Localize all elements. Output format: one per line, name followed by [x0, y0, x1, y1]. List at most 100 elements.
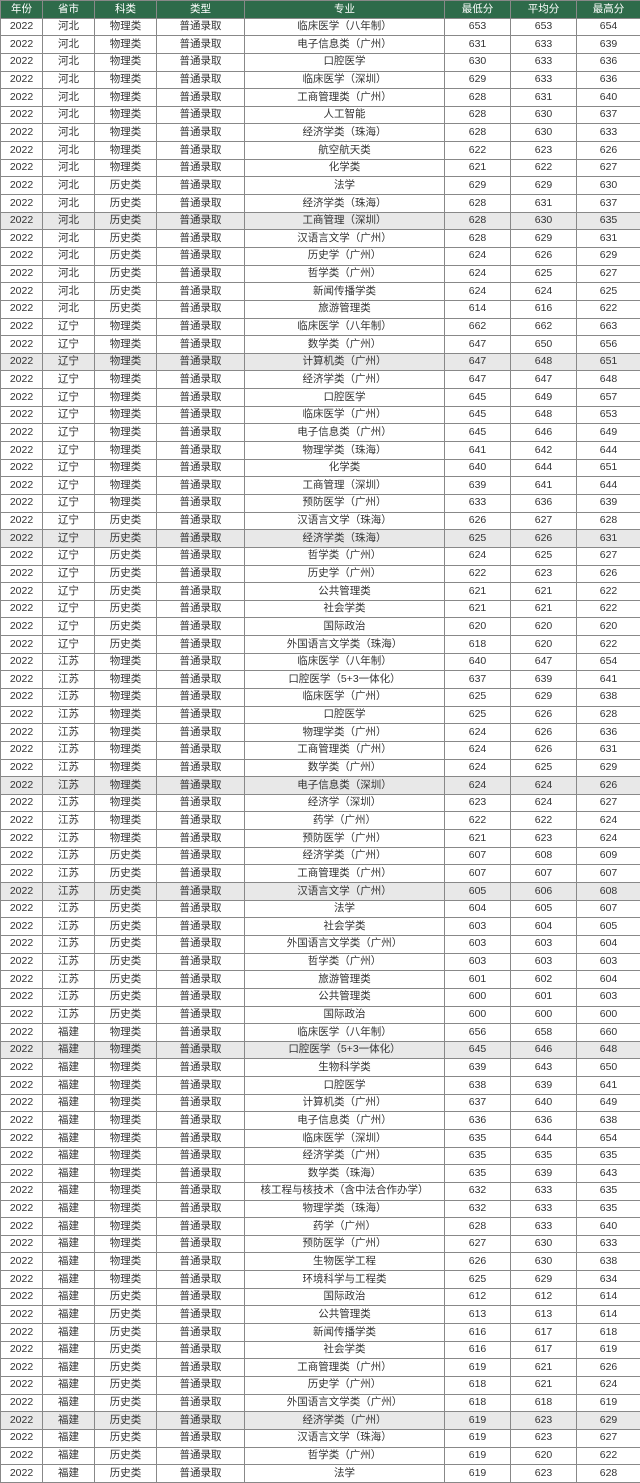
cell: 江苏 [43, 724, 95, 742]
cell: 物理类 [95, 494, 157, 512]
cell: 普通录取 [157, 195, 245, 213]
cell: 江苏 [43, 847, 95, 865]
cell: 普通录取 [157, 1200, 245, 1218]
cell: 普通录取 [157, 212, 245, 230]
table-row: 2022河北历史类普通录取哲学类（广州）624625627 [1, 265, 640, 283]
cell: 649 [577, 424, 640, 442]
cell: 普通录取 [157, 1112, 245, 1130]
cell: 619 [445, 1429, 511, 1447]
cell: 613 [511, 1306, 577, 1324]
table-row: 2022辽宁历史类普通录取哲学类（广州）624625627 [1, 547, 640, 565]
cell: 普通录取 [157, 1341, 245, 1359]
cell: 普通录取 [157, 406, 245, 424]
cell: 639 [511, 1165, 577, 1183]
cell: 预防医学（广州） [245, 494, 445, 512]
cell: 普通录取 [157, 636, 245, 654]
table-row: 2022福建历史类普通录取哲学类（广州）619620622 [1, 1447, 640, 1465]
cell: 624 [445, 724, 511, 742]
cell: 辽宁 [43, 547, 95, 565]
cell: 650 [577, 1059, 640, 1077]
cell: 607 [445, 865, 511, 883]
cell: 628 [577, 706, 640, 724]
cell: 普通录取 [157, 1429, 245, 1447]
cell: 物理类 [95, 18, 157, 36]
table-row: 2022江苏物理类普通录取工商管理类（广州）624626631 [1, 741, 640, 759]
cell: 2022 [1, 1077, 43, 1095]
table-row: 2022辽宁历史类普通录取社会学类621621622 [1, 600, 640, 618]
table-row: 2022辽宁物理类普通录取化学类640644651 [1, 459, 640, 477]
cell: 644 [511, 1130, 577, 1148]
cell: 公共管理类 [245, 988, 445, 1006]
cell: 新闻传播学类 [245, 1324, 445, 1342]
table-row: 2022辽宁物理类普通录取临床医学（广州）645648653 [1, 406, 640, 424]
cell: 普通录取 [157, 1376, 245, 1394]
cell: 历史类 [95, 883, 157, 901]
table-row: 2022河北历史类普通录取旅游管理类614616622 [1, 300, 640, 318]
cell: 618 [445, 1394, 511, 1412]
cell: 福建 [43, 1182, 95, 1200]
cell: 普通录取 [157, 759, 245, 777]
cell: 江苏 [43, 653, 95, 671]
cell: 普通录取 [157, 247, 245, 265]
table-row: 2022福建历史类普通录取社会学类616617619 [1, 1341, 640, 1359]
cell: 江苏 [43, 953, 95, 971]
cell: 2022 [1, 124, 43, 142]
cell: 620 [511, 618, 577, 636]
cell: 历史类 [95, 900, 157, 918]
cell: 福建 [43, 1429, 95, 1447]
cell: 618 [445, 1376, 511, 1394]
cell: 普通录取 [157, 1324, 245, 1342]
cell: 普通录取 [157, 688, 245, 706]
cell: 河北 [43, 265, 95, 283]
cell: 600 [445, 1006, 511, 1024]
cell: 河北 [43, 230, 95, 248]
cell: 628 [577, 512, 640, 530]
cell: 628 [445, 230, 511, 248]
cell: 社会学类 [245, 600, 445, 618]
cell: 631 [577, 741, 640, 759]
cell: 河北 [43, 71, 95, 89]
cell: 普通录取 [157, 477, 245, 495]
cell: 633 [577, 1235, 640, 1253]
cell: 物理类 [95, 706, 157, 724]
cell: 汉语言文学（珠海） [245, 512, 445, 530]
cell: 人工智能 [245, 106, 445, 124]
cell: 物理类 [95, 1165, 157, 1183]
cell: 624 [445, 547, 511, 565]
cell: 经济学类（珠海） [245, 124, 445, 142]
cell: 626 [445, 512, 511, 530]
cell: 622 [445, 812, 511, 830]
cell: 福建 [43, 1376, 95, 1394]
table-row: 2022辽宁历史类普通录取历史学（广州）622623626 [1, 565, 640, 583]
table-row: 2022江苏物理类普通录取数学类（广州）624625629 [1, 759, 640, 777]
cell: 普通录取 [157, 953, 245, 971]
cell: 620 [511, 1447, 577, 1465]
cell: 2022 [1, 318, 43, 336]
cell: 历史类 [95, 1447, 157, 1465]
cell: 普通录取 [157, 971, 245, 989]
col-header-0: 年份 [1, 1, 43, 19]
cell: 法学 [245, 177, 445, 195]
cell: 物理学类（珠海） [245, 442, 445, 460]
cell: 637 [577, 195, 640, 213]
cell: 600 [577, 1006, 640, 1024]
cell: 618 [577, 1324, 640, 1342]
cell: 639 [445, 477, 511, 495]
cell: 普通录取 [157, 106, 245, 124]
cell: 626 [577, 1359, 640, 1377]
cell: 物理类 [95, 1218, 157, 1236]
cell: 621 [511, 600, 577, 618]
cell: 口腔医学（5+3一体化） [245, 1041, 445, 1059]
cell: 普通录取 [157, 600, 245, 618]
cell: 2022 [1, 777, 43, 795]
cell: 634 [577, 1271, 640, 1289]
cell: 普通录取 [157, 918, 245, 936]
table-row: 2022辽宁物理类普通录取数学类（广州）647650656 [1, 336, 640, 354]
cell: 普通录取 [157, 1359, 245, 1377]
table-row: 2022福建历史类普通录取历史学（广州）618621624 [1, 1376, 640, 1394]
table-row: 2022辽宁物理类普通录取工商管理（深圳）639641644 [1, 477, 640, 495]
cell: 653 [445, 18, 511, 36]
cell: 651 [577, 459, 640, 477]
cell: 工商管理类（广州） [245, 741, 445, 759]
cell: 生物科学类 [245, 1059, 445, 1077]
